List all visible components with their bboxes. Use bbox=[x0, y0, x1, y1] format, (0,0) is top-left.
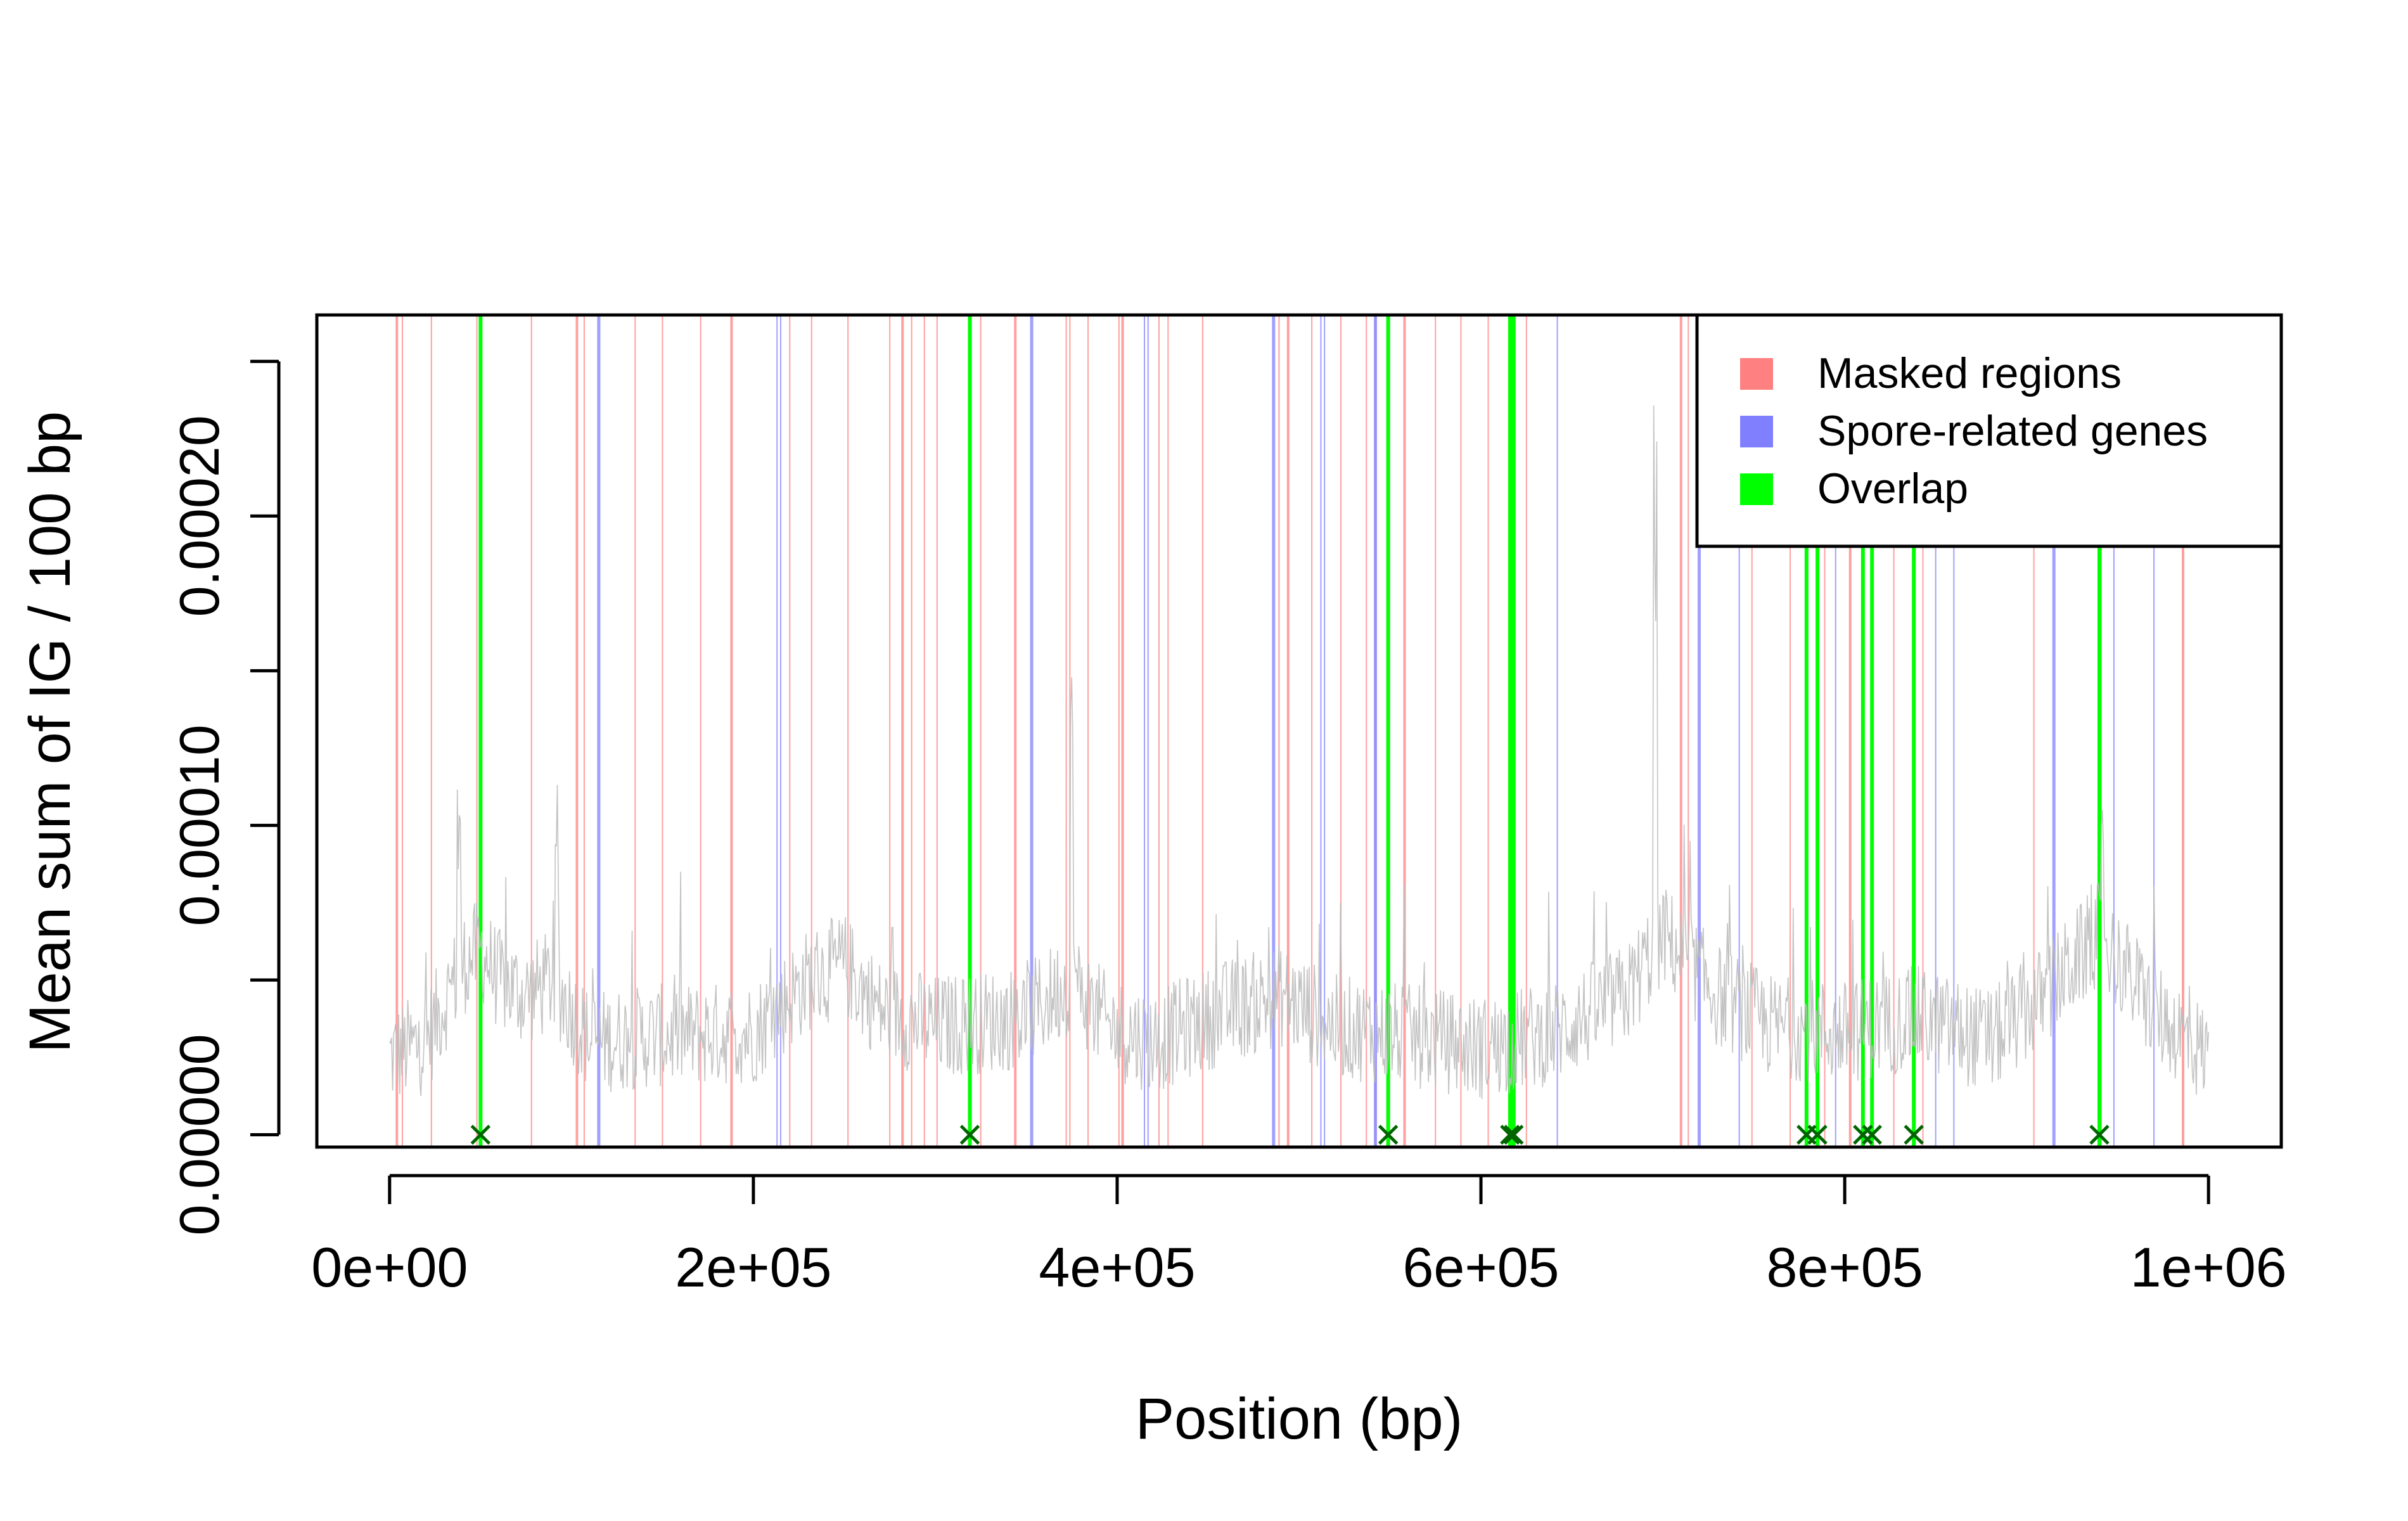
overlap-marker bbox=[1807, 1124, 1828, 1145]
y-tick-label: 0.00000 bbox=[168, 1034, 231, 1235]
overlap-marker bbox=[1500, 1124, 1520, 1145]
legend-swatch-masked bbox=[1740, 358, 1773, 390]
legend-label-masked: Masked regions bbox=[1817, 349, 2122, 397]
legend-swatch-overlap bbox=[1740, 473, 1773, 505]
legend-box bbox=[1695, 313, 2283, 548]
plot-frame bbox=[315, 313, 2283, 1149]
legend: Masked regions Spore-related genes Overl… bbox=[1695, 313, 2283, 548]
x-axis-label: Position (bp) bbox=[1136, 1387, 1463, 1451]
signal-layer bbox=[389, 405, 2209, 1100]
overlap-marker bbox=[1503, 1124, 1524, 1145]
x-tick-label: 1e+06 bbox=[2130, 1236, 2287, 1299]
x-tick-label: 8e+05 bbox=[1767, 1236, 1923, 1299]
x-tick-label: 2e+05 bbox=[675, 1236, 831, 1299]
overlap-markers bbox=[470, 1124, 2110, 1145]
x-tick-label: 0e+00 bbox=[311, 1236, 468, 1299]
overlap-marker bbox=[1378, 1124, 1399, 1145]
overlap-marker bbox=[1853, 1124, 1873, 1145]
overlap-marker bbox=[1904, 1124, 1924, 1145]
legend-label-overlap: Overlap bbox=[1817, 465, 1968, 513]
legend-label-spore: Spore-related genes bbox=[1817, 407, 2208, 455]
overlap-marker bbox=[1862, 1124, 1882, 1145]
overlap-marker bbox=[2089, 1124, 2110, 1145]
y-axis: 0.00000 0.00010 0.00020 bbox=[168, 359, 281, 1236]
x-tick-label: 6e+05 bbox=[1402, 1236, 1559, 1299]
y-axis-label: Mean sum of IG / 100 bp bbox=[18, 411, 82, 1053]
signal-line bbox=[389, 405, 2209, 1100]
legend-swatch-spore bbox=[1740, 416, 1773, 447]
x-tick-label: 4e+05 bbox=[1039, 1236, 1195, 1299]
y-tick-label: 0.00010 bbox=[168, 724, 231, 926]
overlap-marker bbox=[470, 1124, 491, 1145]
overlap-marker bbox=[959, 1124, 980, 1145]
x-axis: 0e+00 2e+05 4e+05 6e+05 8e+05 1e+06 bbox=[311, 1174, 2287, 1299]
y-tick-label: 0.00020 bbox=[168, 415, 231, 617]
